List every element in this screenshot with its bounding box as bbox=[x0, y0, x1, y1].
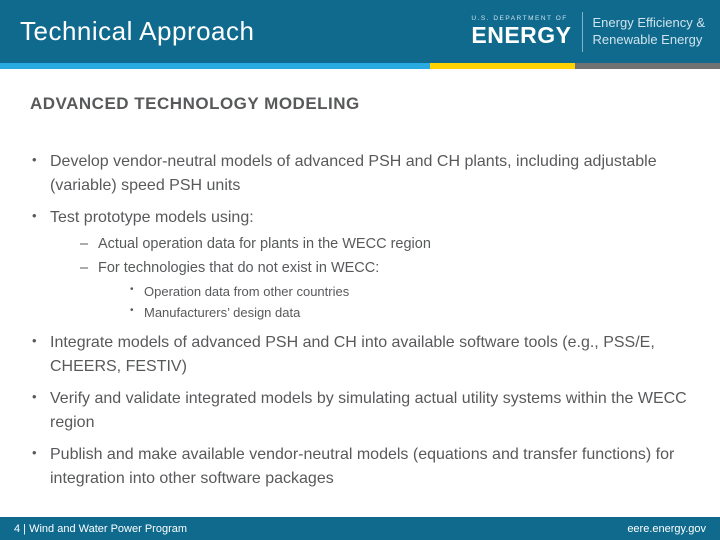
bullet-item-2: Integrate models of advanced PSH and CH … bbox=[30, 331, 690, 379]
bullet-list-level1: Develop vendor-neutral models of advance… bbox=[30, 150, 690, 491]
content-body: Develop vendor-neutral models of advance… bbox=[30, 150, 690, 499]
doe-mark: U.S. DEPARTMENT OF ENERGY bbox=[471, 16, 571, 48]
stripe-yellow bbox=[430, 63, 575, 69]
header-bar: Technical Approach U.S. DEPARTMENT OF EN… bbox=[0, 0, 720, 63]
bullet-item-3: Verify and validate integrated models by… bbox=[30, 387, 690, 435]
stripe-blue bbox=[0, 63, 430, 69]
bullet-item-1-1-1: Manufacturers’ design data bbox=[128, 303, 690, 323]
footer-page-label: 4 | Wind and Water Power Program bbox=[14, 523, 187, 535]
doe-tagline: Energy Efficiency & Renewable Energy bbox=[593, 15, 705, 48]
bullet-item-1-1: For technologies that do not exist in WE… bbox=[80, 258, 690, 323]
bullet-item-1: Test prototype models using: Actual oper… bbox=[30, 206, 690, 323]
footer-site-url[interactable]: eere.energy.gov bbox=[627, 523, 706, 535]
bullet-item-1-1-0: Operation data from other countries bbox=[128, 282, 690, 302]
bullet-item-1-0: Actual operation data for plants in the … bbox=[80, 234, 690, 256]
slide-title: Technical Approach bbox=[20, 16, 254, 47]
bullet-item-4: Publish and make available vendor-neutra… bbox=[30, 443, 690, 491]
bullet-item-0: Develop vendor-neutral models of advance… bbox=[30, 150, 690, 198]
doe-logo: U.S. DEPARTMENT OF ENERGY Energy Efficie… bbox=[471, 0, 720, 63]
doe-energy-word: ENERGY bbox=[471, 24, 571, 47]
accent-stripe bbox=[0, 63, 720, 69]
stripe-gray bbox=[575, 63, 720, 69]
title-block: Technical Approach bbox=[0, 0, 254, 63]
section-heading: ADVANCED TECHNOLOGY MODELING bbox=[30, 94, 360, 114]
footer-bar: 4 | Wind and Water Power Program eere.en… bbox=[0, 517, 720, 540]
bullet-sublist-1: Actual operation data for plants in the … bbox=[50, 234, 690, 323]
doe-divider bbox=[582, 12, 583, 52]
slide-root: Technical Approach U.S. DEPARTMENT OF EN… bbox=[0, 0, 720, 540]
bullet-sublist-1-1: Operation data from other countries Manu… bbox=[98, 282, 690, 323]
